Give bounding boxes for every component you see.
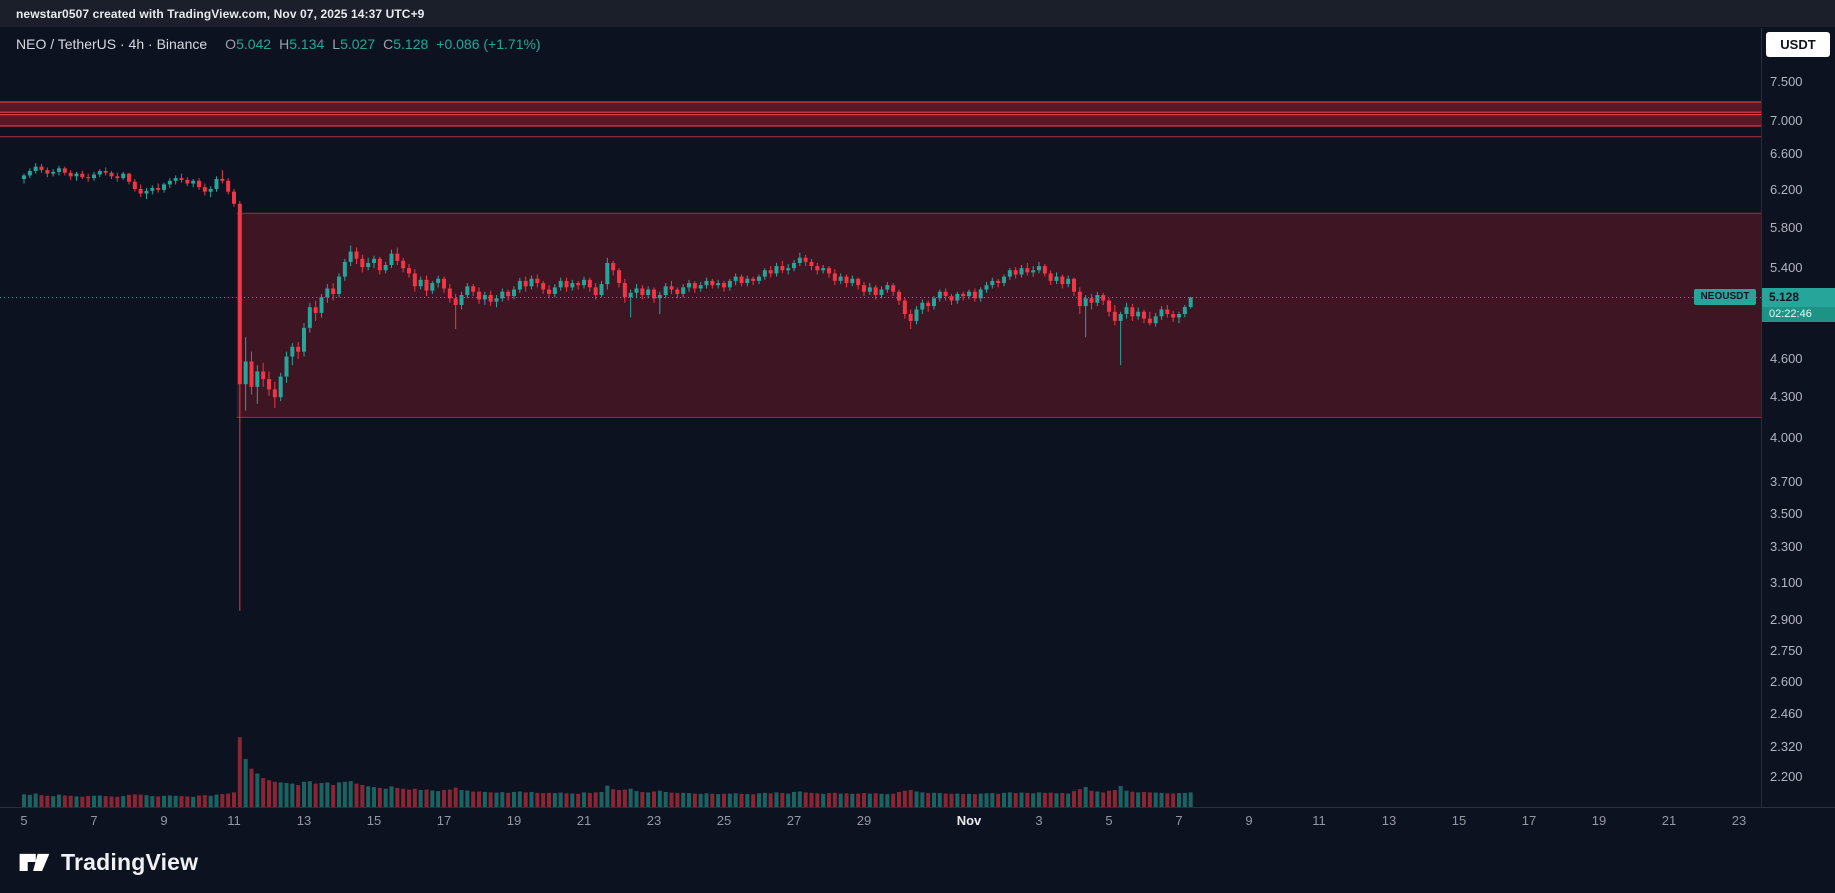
candle-countdown: 02:22:46 [1761, 307, 1835, 323]
time-axis-label: 27 [786, 813, 802, 828]
price-axis-label: 3.100 [1770, 574, 1803, 590]
time-axis-label: 23 [1731, 813, 1747, 828]
footer: TradingView [16, 842, 198, 882]
price-axis-label: 2.900 [1770, 612, 1803, 628]
price-axis-label: 4.600 [1770, 351, 1803, 367]
ohlc-open-label: O [225, 36, 237, 52]
ohlc-low-label: L [332, 36, 341, 52]
attribution-text: newstar0507 created with TradingView.com… [16, 6, 425, 21]
time-axis-label: 15 [366, 813, 382, 828]
price-axis-border [1761, 28, 1762, 807]
time-axis-label: 7 [1175, 813, 1183, 828]
time-axis-label: 11 [227, 813, 241, 828]
time-axis-label: 25 [716, 813, 732, 828]
tradingview-wordmark: TradingView [61, 848, 199, 875]
price-axis-label: 7.500 [1770, 74, 1803, 89]
time-axis-label: 29 [856, 813, 872, 828]
time-axis-label: 3 [1035, 813, 1043, 828]
price-line-symbol-tag: NEOUSDT [1694, 289, 1756, 306]
time-axis[interactable]: 5 7 9 11 13 15 17 19 21 23 25 27 29 Nov 3 5 7 9 11 13 15 17 19… [0, 808, 1761, 834]
ohlc-high-label: H [279, 36, 290, 52]
price-axis[interactable]: USDT 5.128 02:22:46 7.500 7.000 6.600 6.200… [1761, 28, 1835, 807]
price-axis-label: 3.700 [1770, 474, 1803, 490]
time-axis-label: 19 [506, 813, 522, 828]
time-axis-label: 15 [1451, 813, 1467, 828]
candlestick-chart[interactable] [0, 28, 1761, 808]
time-axis-label: 5 [20, 813, 28, 828]
ohlc-low-value: 5.027 [340, 36, 376, 52]
ohlc-close-label: C [383, 36, 394, 52]
time-axis-label: 5 [1105, 813, 1113, 828]
current-price-value: 5.128 [1761, 288, 1835, 308]
price-axis-label: 2.750 [1770, 642, 1803, 658]
time-axis-label: 13 [1381, 813, 1397, 828]
time-axis-label: 19 [1591, 813, 1607, 828]
tradingview-logo-link[interactable]: TradingView [16, 844, 198, 880]
price-axis-label: 5.400 [1770, 260, 1803, 276]
ohlc-close-value: 5.128 [393, 36, 429, 52]
time-axis-label: 9 [160, 813, 168, 828]
ohlc-open-value: 5.042 [236, 36, 272, 52]
time-axis-label: 17 [1521, 813, 1537, 828]
time-axis-label: 13 [296, 813, 312, 828]
price-axis-label: 2.200 [1770, 769, 1803, 784]
time-axis-label: 21 [1661, 813, 1677, 828]
attribution-bar: newstar0507 created with TradingView.com… [0, 0, 1835, 27]
price-axis-label: 5.800 [1770, 219, 1803, 235]
price-axis-label: 2.600 [1770, 674, 1803, 690]
price-axis-label: 4.000 [1770, 430, 1803, 446]
time-axis-label: 9 [1245, 813, 1253, 828]
time-axis-label: 21 [576, 813, 592, 828]
price-axis-label: 3.500 [1770, 505, 1803, 521]
time-axis-label: 17 [436, 813, 452, 828]
price-axis-label: 2.460 [1770, 705, 1803, 721]
price-axis-label: 3.300 [1770, 539, 1803, 555]
time-axis-border [0, 807, 1835, 808]
ohlc-high-value: 5.134 [289, 36, 325, 52]
tradingview-logo-icon [19, 853, 50, 871]
time-axis-label: 11 [1312, 813, 1326, 828]
price-axis-label: 7.000 [1770, 113, 1803, 129]
time-axis-label: 7 [90, 813, 98, 828]
legend-change: +0.086 (+1.71%) [436, 36, 541, 52]
current-price-badge: 5.128 02:22:46 [1761, 288, 1835, 323]
time-axis-label: Nov [956, 813, 982, 828]
price-axis-label: 6.200 [1770, 181, 1803, 197]
legend-title: NEO / TetherUS · 4h · Binance [16, 36, 208, 52]
price-axis-label: 6.600 [1770, 146, 1803, 162]
symbol-legend: NEO / TetherUS · 4h · Binance O5.042 H5.13… [16, 36, 541, 52]
currency-toggle-button[interactable]: USDT [1766, 32, 1830, 57]
time-axis-label: 23 [646, 813, 662, 828]
price-axis-label: 2.320 [1770, 738, 1803, 754]
price-axis-label: 4.300 [1770, 389, 1803, 405]
